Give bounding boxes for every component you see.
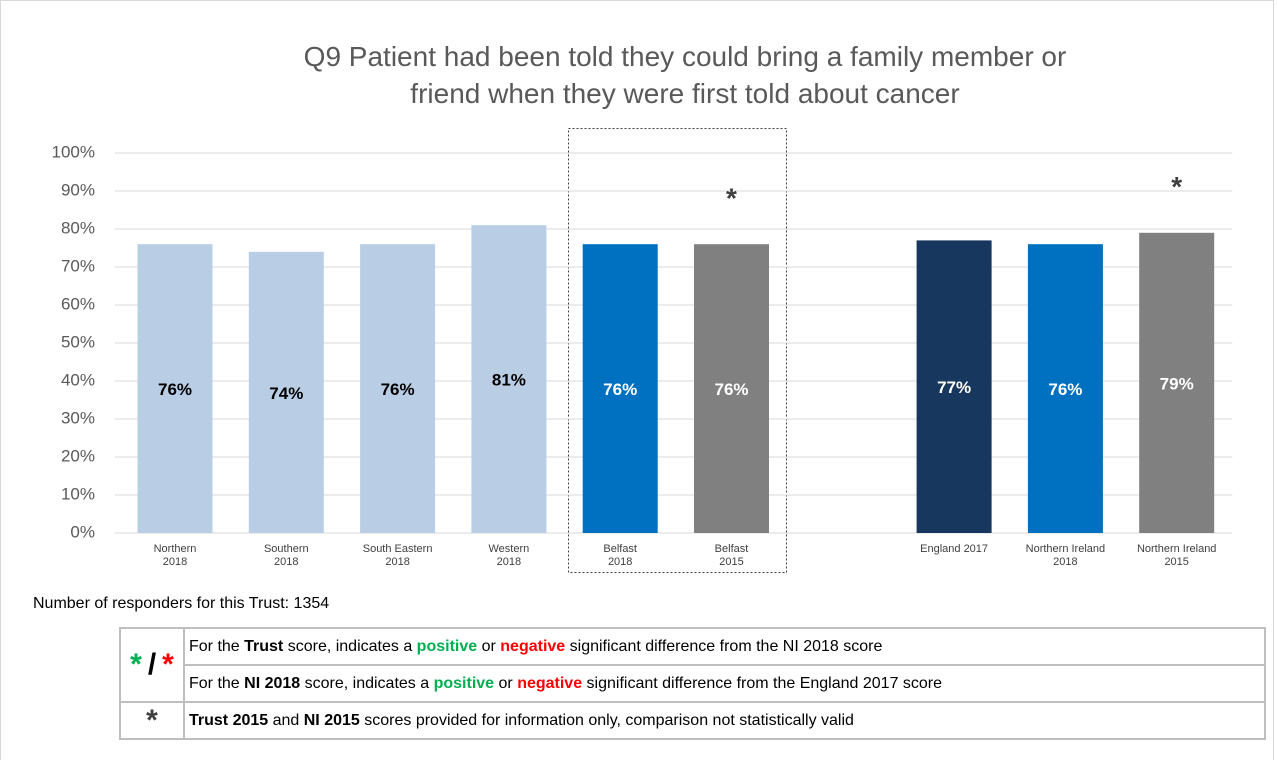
y-tick-label: 30% xyxy=(61,408,95,427)
bar xyxy=(471,225,547,533)
text-segment: or xyxy=(477,637,501,655)
x-tick-label: Belfast 2015 xyxy=(714,543,749,568)
x-tick-label: Belfast 2018 xyxy=(603,543,637,568)
value-label: 76% xyxy=(381,380,415,399)
annotation: * xyxy=(1171,171,1182,202)
y-tick-label: 60% xyxy=(61,294,95,313)
table-row: * / * For the Trust score, indicates a posi… xyxy=(119,627,1266,703)
value-label: 77% xyxy=(937,378,971,397)
x-tick-label: Western 2018 xyxy=(488,543,530,568)
text-segment: negative xyxy=(500,637,566,655)
symbol: * xyxy=(162,648,174,681)
y-tick-label: 0% xyxy=(70,522,95,541)
x-tick-label: Northern Ireland 2015 xyxy=(1136,543,1217,568)
y-tick-label: 40% xyxy=(61,370,95,389)
annotation: * xyxy=(726,183,737,214)
symbol-cell: * xyxy=(119,701,185,740)
x-tick-label: South Eastern 2018 xyxy=(362,543,433,568)
chart-title: Q9 Patient had been told they could brin… xyxy=(303,41,1067,109)
bar xyxy=(1139,232,1215,534)
text-segment: For the xyxy=(189,674,245,692)
description-cell: For the NI 2018 score, indicates a posit… xyxy=(183,664,1266,703)
text-segment: scores provided for information only, co… xyxy=(359,711,854,729)
x-tick-label: Northern Ireland 2018 xyxy=(1025,543,1106,568)
description-cell: Trust 2015 and NI 2015 scores provided f… xyxy=(183,701,1266,740)
symbol: * xyxy=(146,703,158,737)
y-tick-label: 70% xyxy=(61,256,95,275)
y-tick-label: 20% xyxy=(61,446,95,465)
text-segment: score, indicates a xyxy=(300,674,434,692)
highlight-box xyxy=(568,128,787,573)
text-segment: significant difference from the NI 2018 … xyxy=(565,637,883,655)
y-tick-label: 90% xyxy=(61,180,95,199)
symbol: / xyxy=(147,648,157,681)
y-tick-label: 80% xyxy=(61,218,95,237)
bar xyxy=(1027,244,1103,533)
text-segment: positive xyxy=(416,637,478,655)
table-row: * Trust 2015 and NI 2015 scores provided … xyxy=(119,701,1266,740)
value-label: 79% xyxy=(1160,374,1194,393)
value-label: 74% xyxy=(269,384,303,403)
bar xyxy=(694,244,769,533)
y-tick-label: 10% xyxy=(61,484,95,503)
footer: Number of responders for this Trust: 135… xyxy=(33,595,330,612)
x-tick-label: Southern 2018 xyxy=(263,543,309,568)
text-segment: NI 2015 xyxy=(303,711,360,729)
symbol: * xyxy=(130,648,142,681)
symbol-cell: * / * xyxy=(119,627,185,703)
text-segment: negative xyxy=(517,674,583,692)
bar xyxy=(916,240,992,533)
text-segment: For the xyxy=(189,637,245,655)
bar xyxy=(360,244,436,533)
y-tick-label: 50% xyxy=(61,332,95,351)
bar xyxy=(137,244,213,533)
text-segment: and xyxy=(268,711,304,729)
value-label: 76% xyxy=(714,380,748,399)
bar xyxy=(582,244,658,533)
info-table: * / * For the Trust score, indicates a posi… xyxy=(119,627,1266,740)
text-segment: or xyxy=(494,674,518,692)
text-segment: score, indicates a xyxy=(283,637,417,655)
x-tick-label: Northern 2018 xyxy=(153,543,197,568)
value-label: 76% xyxy=(1048,380,1082,399)
x-tick-label: England 2017 xyxy=(920,543,989,555)
bar xyxy=(248,251,324,534)
description-cell: For the Trust score, indicates a positiv… xyxy=(183,627,1266,666)
text-segment: Trust xyxy=(244,637,284,655)
chart: 0% 10% 20% 30% 40% 50% 60% 70% 80% 90% 100% 76% 74% 7… xyxy=(52,128,1233,573)
table-row: For the NI 2018 score, indicates a posit… xyxy=(120,664,1266,703)
text-segment: Trust 2015 xyxy=(189,711,269,729)
text-segment: NI 2018 xyxy=(244,674,301,692)
value-label: 81% xyxy=(492,371,526,390)
text-segment: positive xyxy=(433,674,495,692)
y-tick-label: 100% xyxy=(52,142,95,161)
value-label: 76% xyxy=(158,380,192,399)
value-label: 76% xyxy=(603,380,637,399)
text-segment: significant difference from the England … xyxy=(582,674,943,692)
